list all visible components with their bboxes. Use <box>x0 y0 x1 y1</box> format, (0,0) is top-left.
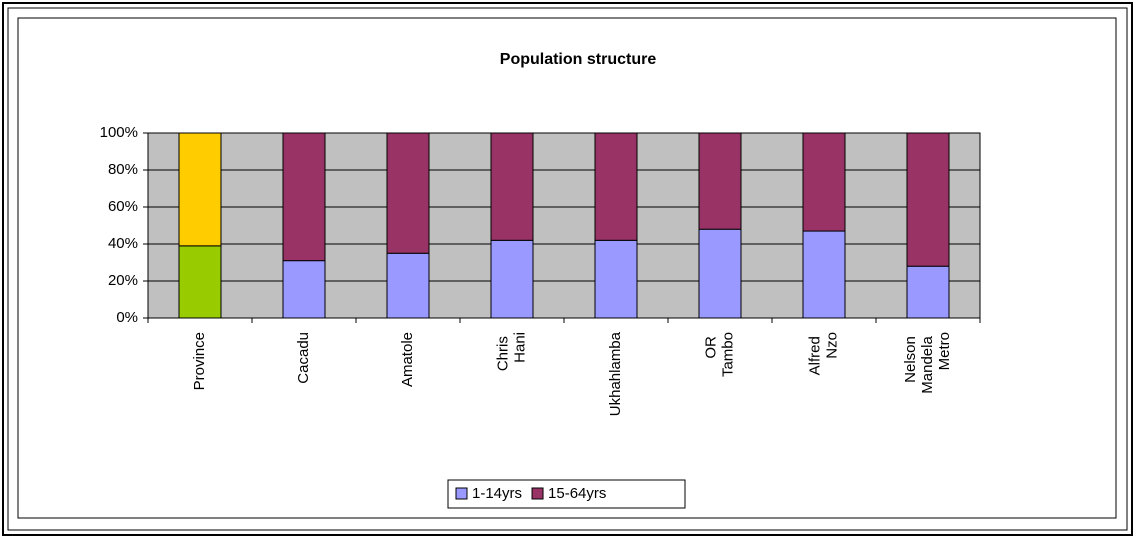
legend-swatch <box>455 487 468 500</box>
bar-segment <box>282 260 326 319</box>
bar-segment <box>386 132 430 254</box>
y-tick-label: 20% <box>108 272 138 289</box>
y-tick-label: 60% <box>108 198 138 215</box>
legend-box <box>447 479 686 509</box>
plot-area <box>147 132 981 319</box>
y-tick-label: 100% <box>100 124 138 141</box>
x-tick-label: Chris Hani <box>494 332 528 371</box>
y-tick-label: 0% <box>116 309 138 326</box>
bar-segment <box>178 245 222 319</box>
x-tick-label: Ukhahlamba <box>607 331 624 416</box>
bar-segment <box>698 132 742 230</box>
bar-segment <box>698 228 742 319</box>
x-tick-label: Province <box>191 332 208 390</box>
bar-segment <box>490 239 534 319</box>
bar-segment <box>802 230 846 319</box>
bar-segment <box>906 132 950 267</box>
legend-label: 15-64yrs <box>548 485 606 502</box>
chart-title: Population structure <box>500 51 657 68</box>
bar-segment <box>178 132 222 247</box>
x-tick-label: Cacadu <box>295 332 312 384</box>
bar-segment <box>802 132 846 232</box>
legend-swatch <box>531 487 544 500</box>
bar-segment <box>490 132 534 241</box>
y-tick-label: 80% <box>108 161 138 178</box>
x-tick-label: Nelson Mandela Metro <box>902 332 953 394</box>
bar-segment <box>282 132 326 262</box>
bar-segment <box>594 132 638 241</box>
y-tick-label: 40% <box>108 235 138 252</box>
bar-segment <box>906 265 950 319</box>
x-tick-label: OR Tambo <box>702 332 736 377</box>
bar-segment <box>594 239 638 319</box>
x-tick-label: Alfred Nzo <box>806 332 840 375</box>
legend-label: 1-14yrs <box>472 485 522 502</box>
bar-segment <box>386 252 430 319</box>
outer-border-inner <box>7 7 1128 531</box>
x-tick-label: Amatole <box>399 332 416 387</box>
